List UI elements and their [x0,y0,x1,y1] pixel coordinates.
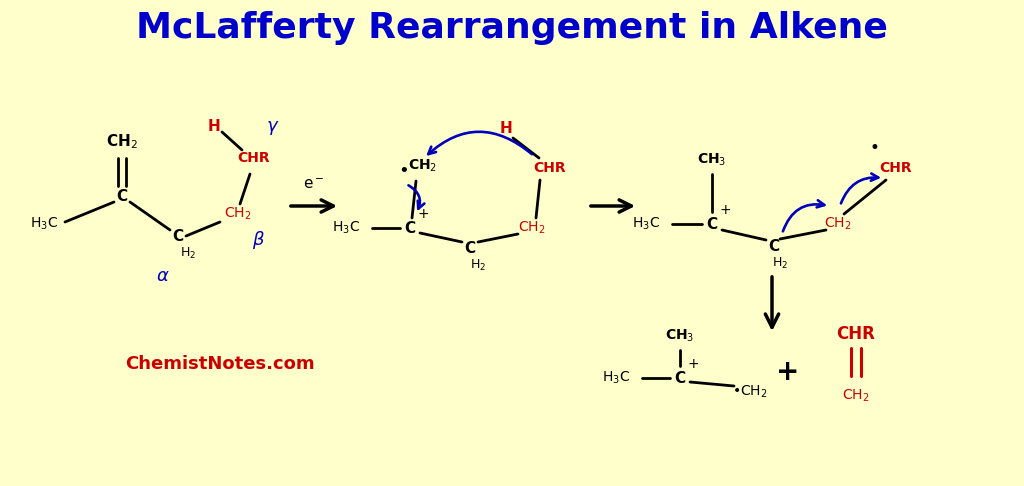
Text: CHR: CHR [534,161,566,175]
Text: +: + [417,207,429,221]
Text: •: • [398,162,410,180]
Text: +: + [687,357,698,371]
Text: CH$_2$: CH$_2$ [106,133,138,151]
Text: H$_2$: H$_2$ [470,258,486,273]
Text: CH$_3$: CH$_3$ [697,152,727,168]
Text: C: C [707,216,718,231]
Text: H$_3$C: H$_3$C [632,216,660,232]
Text: C: C [768,239,779,254]
Text: H$_3$C: H$_3$C [30,216,58,232]
Text: C: C [465,241,475,256]
Text: CH$_2$: CH$_2$ [409,158,437,174]
Text: H$_3$C: H$_3$C [332,220,360,236]
Text: CH$_3$: CH$_3$ [666,328,694,344]
Text: CH$_2$: CH$_2$ [843,388,869,404]
Text: CH$_2$: CH$_2$ [224,206,252,222]
Text: C: C [675,370,685,385]
Text: β: β [252,231,264,249]
Text: CH$_2$: CH$_2$ [824,216,852,232]
Text: H$_2$: H$_2$ [180,245,196,260]
Text: •CH$_2$: •CH$_2$ [732,384,768,400]
Text: H$_3$C: H$_3$C [602,370,630,386]
Text: +: + [776,358,800,386]
Text: C: C [172,228,183,243]
Text: H: H [500,121,512,136]
Text: CHR: CHR [238,151,270,165]
Text: McLafferty Rearrangement in Alkene: McLafferty Rearrangement in Alkene [136,11,888,45]
Text: C: C [117,189,128,204]
Text: H$_2$: H$_2$ [772,256,788,271]
Text: +: + [719,203,731,217]
Text: α: α [156,267,168,285]
Text: CHR: CHR [880,161,912,175]
Text: •: • [869,139,879,157]
Text: e$^-$: e$^-$ [303,176,325,191]
Text: ChemistNotes.com: ChemistNotes.com [125,355,314,373]
Text: γ: γ [266,117,278,135]
Text: H: H [208,119,220,134]
Text: C: C [404,221,416,236]
Text: CH$_2$: CH$_2$ [518,220,546,236]
Text: CHR: CHR [837,325,876,343]
